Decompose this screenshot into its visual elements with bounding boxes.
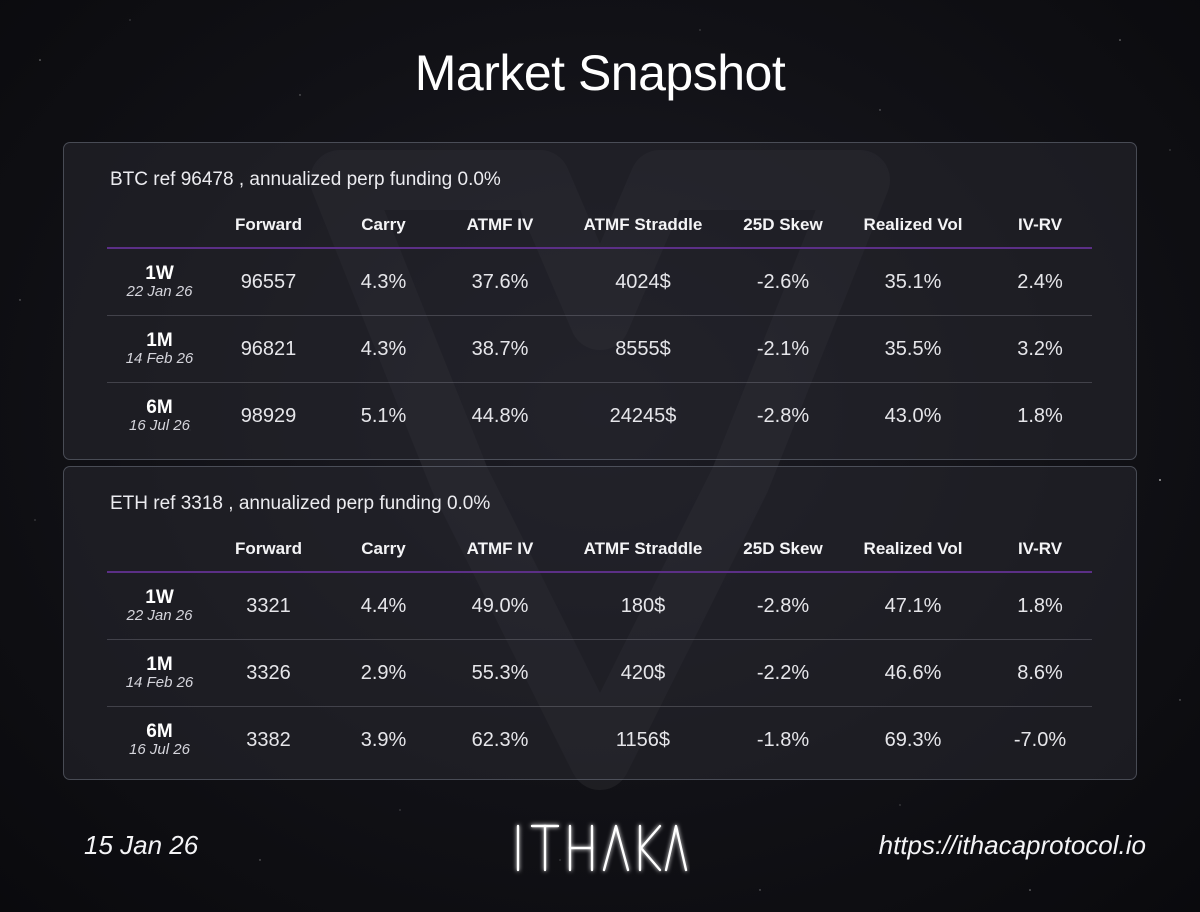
- carry-cell: 5.1%: [360, 404, 407, 427]
- carry-cell: 2.9%: [325, 639, 442, 707]
- expiry-date: 14 Feb 26: [125, 350, 194, 368]
- iv-rv-cell: 1.8%: [988, 572, 1092, 640]
- eth-panel-header: ETH ref 3318 , annualized perp funding 0…: [110, 493, 491, 514]
- tenor-cell: 1M 14 Feb 26: [107, 639, 212, 707]
- realized-vol-cell: 35.1%: [838, 248, 988, 316]
- straddle-cell: 24245$: [609, 404, 677, 427]
- btc-panel-header: BTC ref 96478 , annualized perp funding …: [110, 169, 501, 190]
- skew-cell: -2.1%: [728, 315, 838, 383]
- tenor-cell: 1W 22 Jan 26: [107, 248, 212, 316]
- iv-rv-cell: -7.0%: [1013, 728, 1067, 751]
- column-header-iv-rv: IV-RV: [988, 207, 1092, 249]
- forward-cell: 3321: [212, 572, 325, 640]
- skew-cell: -2.8%: [728, 572, 838, 640]
- column-header-25d-skew: 25D Skew: [728, 207, 838, 249]
- tenor-cell: 1M 14 Feb 26: [107, 315, 212, 383]
- table-row: 1M 14 Feb 26 3326 2.9% 55.3% 420$ -2.2% …: [107, 639, 1092, 707]
- iv-rv-cell: 2.4%: [988, 248, 1092, 316]
- realized-vol-cell: 47.1%: [838, 572, 988, 640]
- tenor-label: 1M: [146, 330, 173, 352]
- column-header-tenor: [107, 207, 212, 249]
- table-row: 1M 14 Feb 26 96821 4.3% 38.7% 8555$ -2.1…: [107, 315, 1092, 383]
- column-header-atmf-straddle: ATMF Straddle: [558, 207, 728, 249]
- skew-cell: -2.2%: [728, 639, 838, 707]
- table-header-row: Forward Carry ATMF IV ATMF Straddle 25D …: [107, 207, 1092, 249]
- tenor-label: 1M: [146, 654, 173, 676]
- tenor-label: 1W: [145, 263, 174, 285]
- table-row: 6M 16 Jul 26 3382 3.9% 62.3% 1156$ -1.8%…: [107, 707, 1092, 774]
- column-header-tenor: [107, 531, 212, 573]
- table-header-row: Forward Carry ATMF IV ATMF Straddle 25D …: [107, 531, 1092, 573]
- iv-rv-cell: 1.8%: [1017, 404, 1063, 427]
- realized-vol-cell: 43.0%: [884, 404, 942, 427]
- btc-table: Forward Carry ATMF IV ATMF Straddle 25D …: [107, 207, 1092, 449]
- skew-cell: -1.8%: [756, 728, 810, 751]
- straddle-cell: 1156$: [615, 728, 671, 751]
- skew-cell: -2.6%: [728, 248, 838, 316]
- skew-cell: -2.8%: [756, 404, 810, 427]
- iv-rv-cell: 8.6%: [988, 639, 1092, 707]
- forward-cell: 96821: [212, 315, 325, 383]
- straddle-cell: 8555$: [558, 315, 728, 383]
- page-title: Market Snapshot: [414, 45, 786, 101]
- atmf-iv-cell: 55.3%: [442, 639, 558, 707]
- forward-cell: 3326: [212, 639, 325, 707]
- carry-cell: 4.3%: [325, 315, 442, 383]
- iv-rv-cell: 3.2%: [988, 315, 1092, 383]
- atmf-iv-cell: 44.8%: [471, 404, 529, 427]
- column-header-atmf-straddle: ATMF Straddle: [558, 531, 728, 573]
- eth-table: Forward Carry ATMF IV ATMF Straddle 25D …: [107, 531, 1092, 773]
- ithaka-logo: [516, 824, 688, 872]
- atmf-iv-cell: 49.0%: [442, 572, 558, 640]
- realized-vol-cell: 35.5%: [838, 315, 988, 383]
- tenor-cell: 6M 16 Jul 26: [107, 707, 212, 774]
- tenor-label: 6M: [146, 721, 173, 743]
- table-row: 1W 22 Jan 26 96557 4.3% 37.6% 4024$ -2.6…: [107, 248, 1092, 316]
- column-header-atmf-iv: ATMF IV: [442, 207, 558, 249]
- atmf-iv-cell: 62.3%: [471, 728, 529, 751]
- website-link[interactable]: https://ithacaprotocol.io: [878, 830, 1146, 860]
- carry-cell: 4.4%: [325, 572, 442, 640]
- table-row: 1W 22 Jan 26 3321 4.4% 49.0% 180$ -2.8% …: [107, 572, 1092, 640]
- table-row: 6M 16 Jul 26 98929 5.1% 44.8% 24245$ -2.…: [107, 383, 1092, 450]
- realized-vol-cell: 46.6%: [838, 639, 988, 707]
- column-header-forward: Forward: [212, 207, 325, 249]
- forward-cell: 98929: [240, 404, 297, 427]
- column-header-25d-skew: 25D Skew: [728, 531, 838, 573]
- column-header-realized-vol: Realized Vol: [838, 207, 988, 249]
- expiry-date: 14 Feb 26: [125, 674, 194, 692]
- straddle-cell: 180$: [558, 572, 728, 640]
- tenor-cell: 6M 16 Jul 26: [107, 383, 212, 450]
- carry-cell: 3.9%: [360, 728, 407, 751]
- column-header-carry: Carry: [325, 531, 442, 573]
- forward-cell: 3382: [246, 728, 291, 751]
- atmf-iv-cell: 37.6%: [442, 248, 558, 316]
- column-header-atmf-iv: ATMF IV: [442, 531, 558, 573]
- tenor-label: 1W: [145, 587, 174, 609]
- atmf-iv-cell: 38.7%: [442, 315, 558, 383]
- straddle-cell: 420$: [558, 639, 728, 707]
- tenor-label: 6M: [146, 397, 173, 419]
- carry-cell: 4.3%: [325, 248, 442, 316]
- expiry-date: 16 Jul 26: [129, 741, 190, 759]
- column-header-realized-vol: Realized Vol: [838, 531, 988, 573]
- snapshot-date: 15 Jan 26: [84, 830, 199, 860]
- tenor-cell: 1W 22 Jan 26: [107, 572, 212, 640]
- eth-panel: ETH ref 3318 , annualized perp funding 0…: [63, 466, 1137, 780]
- straddle-cell: 4024$: [558, 248, 728, 316]
- expiry-date: 22 Jan 26: [126, 607, 193, 625]
- column-header-carry: Carry: [325, 207, 442, 249]
- expiry-date: 16 Jul 26: [129, 417, 190, 435]
- realized-vol-cell: 69.3%: [884, 728, 942, 751]
- expiry-date: 22 Jan 26: [126, 283, 193, 301]
- column-header-iv-rv: IV-RV: [988, 531, 1092, 573]
- column-header-forward: Forward: [212, 531, 325, 573]
- forward-cell: 96557: [212, 248, 325, 316]
- btc-panel: BTC ref 96478 , annualized perp funding …: [63, 142, 1137, 460]
